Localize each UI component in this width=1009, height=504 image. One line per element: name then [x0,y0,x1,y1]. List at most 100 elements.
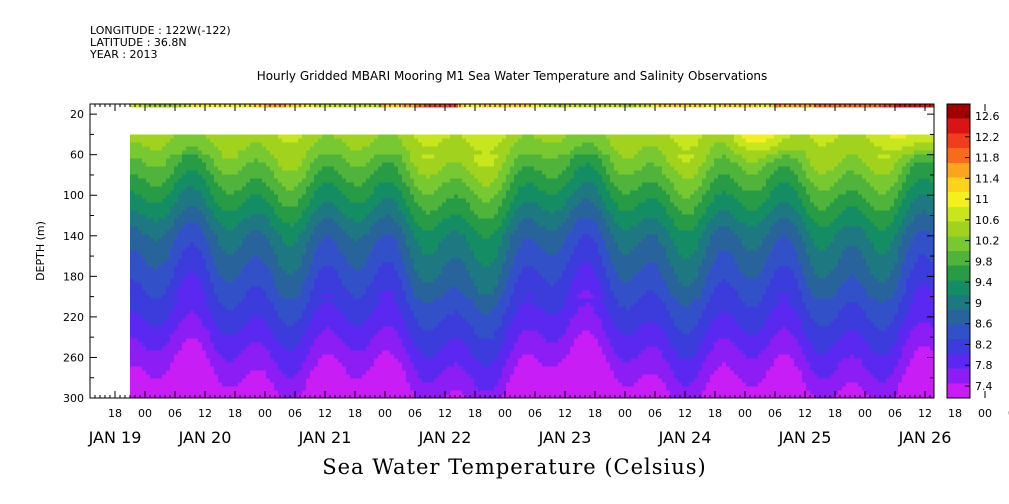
field-cell [338,150,343,155]
field-cell [874,158,879,163]
field-cell [658,190,663,195]
field-cell [498,214,503,219]
field-cell [466,170,471,175]
field-cell [414,218,419,223]
field-cell [658,218,663,223]
field-cell [366,138,371,143]
field-cell [910,182,915,187]
field-cell [326,222,331,227]
field-cell [914,158,919,163]
field-cell [830,162,835,167]
field-cell [326,134,331,139]
field-cell [698,150,703,155]
field-cell [262,206,267,211]
field-cell [610,158,615,163]
field-cell [302,146,307,151]
field-cell [410,142,415,147]
surface-cell [150,104,155,108]
field-cell [374,166,379,171]
field-cell [282,198,287,203]
field-cell [438,162,443,167]
field-cell [590,202,595,207]
field-cell [646,198,651,203]
field-cell [874,174,879,179]
field-cell [870,158,875,163]
field-cell [502,146,507,151]
field-cell [498,226,503,231]
field-cell [206,166,211,171]
surface-cell [262,104,267,108]
field-cell [826,206,831,211]
field-cell [274,186,279,191]
field-cell [150,194,155,199]
field-cell [790,190,795,195]
field-cell [766,158,771,163]
field-cell [454,222,459,227]
field-cell [234,182,239,187]
field-cell [910,198,915,203]
field-cell [554,198,559,203]
field-cell [694,206,699,211]
field-cell [530,174,535,179]
field-cell [886,186,891,191]
field-cell [918,222,923,227]
field-cell [406,138,411,143]
field-cell [254,178,259,183]
field-cell [346,190,351,195]
field-cell [150,190,155,195]
field-cell [314,222,319,227]
field-cell [294,218,299,223]
field-cell [726,210,731,215]
field-cell [318,218,323,223]
field-cell [794,158,799,163]
field-cell [454,182,459,187]
field-cell [834,210,839,215]
field-cell [366,198,371,203]
field-cell [578,154,583,159]
field-cell [774,190,779,195]
field-cell [662,206,667,211]
field-cell [262,162,267,167]
field-cell [614,226,619,231]
field-cell [230,138,235,143]
field-cell [730,154,735,159]
field-cell [706,134,711,139]
field-cell [214,190,219,195]
field-cell [350,226,355,231]
field-cell [606,182,611,187]
field-cell [786,194,791,199]
field-cell [762,170,767,175]
field-cell [242,218,247,223]
field-cell [802,134,807,139]
field-cell [322,202,327,207]
field-cell [690,178,695,183]
field-cell [226,186,231,191]
field-cell [282,206,287,211]
field-cell [346,170,351,175]
field-cell [722,222,727,227]
field-cell [826,218,831,223]
field-cell [866,222,871,227]
field-cell [590,154,595,159]
field-cell [730,198,735,203]
field-cell [242,162,247,167]
field-cell [238,178,243,183]
field-cell [662,142,667,147]
field-cell [842,154,847,159]
field-cell [734,190,739,195]
field-cell [326,166,331,171]
field-cell [862,194,867,199]
field-cell [418,222,423,227]
field-cell [138,146,143,151]
field-cell [498,178,503,183]
field-cell [198,194,203,199]
field-cell [718,214,723,219]
field-cell [482,134,487,139]
field-cell [218,166,223,171]
field-cell [634,218,639,223]
field-cell [578,214,583,219]
field-cell [654,150,659,155]
field-cell [398,174,403,179]
field-cell [306,150,311,155]
surface-cell [534,104,539,108]
